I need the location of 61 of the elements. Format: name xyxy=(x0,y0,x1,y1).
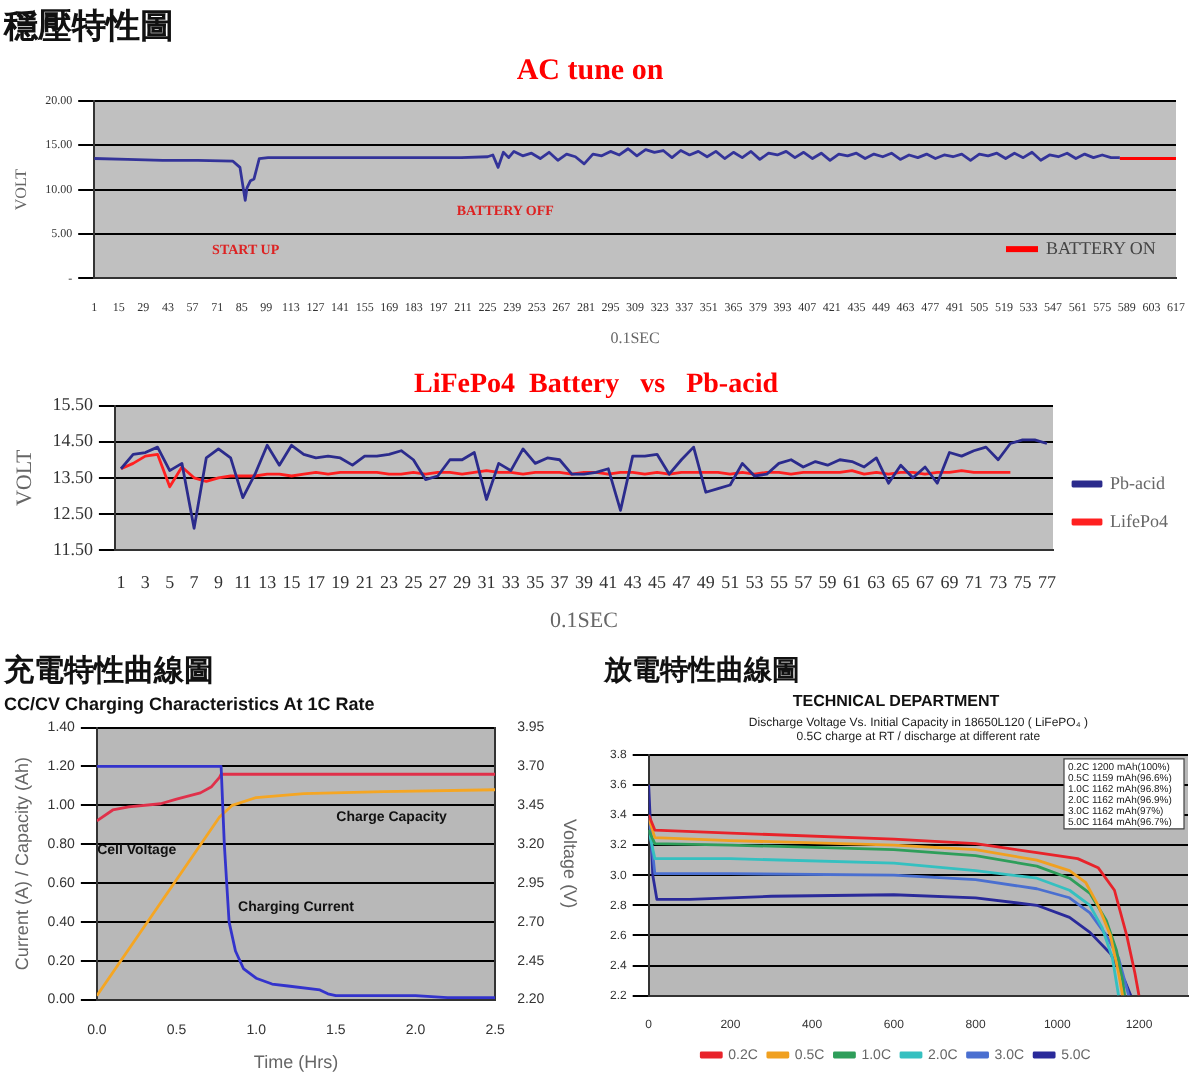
x-tick-label: 55 xyxy=(769,571,789,592)
x-tick-label: 27 xyxy=(428,571,448,592)
chart-title: 穩壓特性圖 xyxy=(2,7,174,46)
x-tick-label: 21 xyxy=(355,571,374,592)
x-tick-label: 35 xyxy=(526,571,546,592)
x-axis-title: 0.1SEC xyxy=(550,608,618,633)
x-tick-label: 23 xyxy=(380,571,400,592)
x-tick-label: 49 xyxy=(696,571,716,592)
x-tick-label: 9 xyxy=(213,571,224,592)
x-tick-label: 71 xyxy=(964,571,983,592)
x-tick-label: 31 xyxy=(477,571,496,592)
x-tick-label: 65 xyxy=(891,571,911,592)
x-tick-label: 29 xyxy=(453,571,473,592)
x-tick-label: 7 xyxy=(189,571,200,592)
x-tick-label: 69 xyxy=(940,571,960,592)
chart-subtitle: AC tune on xyxy=(516,54,665,87)
y-tick-label: 11.50 xyxy=(53,538,94,559)
x-tick-label: 1 xyxy=(116,571,126,592)
x-axis-title: 0.1SEC xyxy=(610,328,660,347)
x-tick-label: 17 xyxy=(306,571,326,592)
x-tick-label: 43 xyxy=(623,571,643,592)
x-tick-label: 53 xyxy=(745,571,765,592)
x-tick-label: 73 xyxy=(989,571,1009,592)
y-axis-title: VOLT xyxy=(12,448,37,507)
y-axis-title: Current (A) / Capacity (Ah) xyxy=(11,757,32,971)
legend-label: BATTERY ON xyxy=(1046,237,1157,258)
chart-title: 充電特性曲線圖 xyxy=(2,652,214,689)
x-tick-label: 39 xyxy=(574,571,594,592)
y-axis-title: VOLT xyxy=(11,168,30,211)
x-tick-label: 47 xyxy=(672,571,692,592)
x-tick-label: 33 xyxy=(501,571,521,592)
x-tick-label: 75 xyxy=(1013,571,1033,592)
chart-title: 放電特性曲線圖 xyxy=(602,652,800,685)
chart-subtitle: CC/CV Charging Characteristics At 1C Rate xyxy=(4,693,375,714)
x-tick-label: 19 xyxy=(331,571,351,592)
x-tick-label: 15 xyxy=(282,571,302,592)
y-tick-label: 12.50 xyxy=(52,502,94,523)
legend-label: Pb-acid xyxy=(1110,472,1166,493)
x-axis-title: Time (Hrs) xyxy=(253,1052,339,1073)
x-tick-label: 51 xyxy=(721,571,740,592)
x-tick-label: 57 xyxy=(794,571,814,592)
x-tick-label: 61 xyxy=(842,571,861,592)
x-tick-label: 45 xyxy=(648,571,668,592)
x-tick-label: 11 xyxy=(234,571,252,592)
x-tick-label: 41 xyxy=(599,571,618,592)
x-tick-label: 3 xyxy=(140,571,151,592)
x-tick-label: 5 xyxy=(165,571,176,592)
y-tick-label: 13.50 xyxy=(52,466,94,487)
chart-title: LiFePo4 Battery vs Pb-acid xyxy=(414,370,779,401)
y-tick-label: 14.50 xyxy=(52,430,94,451)
x-tick-label: 37 xyxy=(550,571,570,592)
x-tick-label: 59 xyxy=(818,571,838,592)
legend-label: LifePo4 xyxy=(1110,510,1169,531)
x-tick-label: 77 xyxy=(1037,571,1057,592)
y2-axis-title: Voltage (V) xyxy=(560,819,581,909)
x-tick-label: 25 xyxy=(404,571,424,592)
y-tick-label: 15.50 xyxy=(52,394,94,415)
x-tick-label: 67 xyxy=(916,571,936,592)
x-tick-label: 13 xyxy=(258,571,278,592)
chart-subtitle: TECHNICAL DEPARTMENT xyxy=(792,691,1000,710)
x-tick-label: 63 xyxy=(867,571,887,592)
